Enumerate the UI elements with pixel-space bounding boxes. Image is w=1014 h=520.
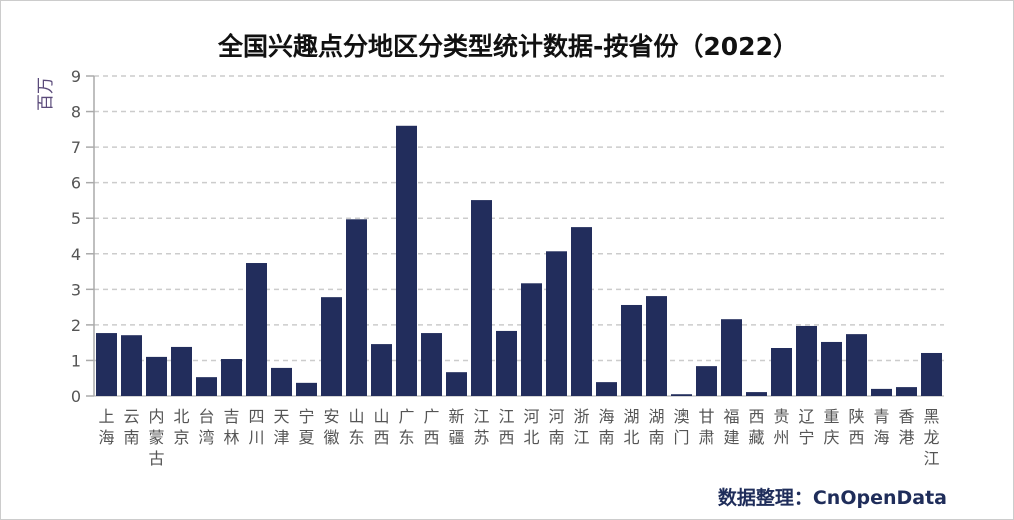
bar-台湾	[196, 377, 217, 396]
x-tick-label: 广东	[398, 407, 414, 447]
x-tick-label: 内蒙古	[148, 407, 164, 468]
x-tick-label: 浙江	[573, 407, 589, 447]
x-tick-label: 湖南	[648, 407, 664, 447]
y-tick-label: 8	[71, 103, 81, 122]
x-tick-label: 贵州	[773, 407, 789, 447]
x-tick-label: 云南	[123, 407, 139, 447]
bar-黑龙江	[921, 352, 942, 396]
y-tick-label: 9	[71, 67, 81, 86]
bar-湖南	[646, 296, 667, 396]
x-tick-label: 四川	[248, 407, 264, 447]
bar-辽宁	[796, 325, 817, 396]
x-tick-label: 重庆	[823, 407, 839, 447]
x-tick-label: 黑龙江	[923, 407, 939, 468]
x-tick-label: 香港	[898, 407, 914, 447]
bar-云南	[121, 335, 142, 396]
x-tick-label: 甘肃	[698, 407, 714, 447]
bar-甘肃	[696, 366, 717, 396]
x-tick-label: 辽宁	[798, 407, 814, 447]
bar-河北	[521, 283, 542, 396]
bar-宁夏	[296, 382, 317, 396]
y-tick-label: 4	[71, 245, 81, 264]
bar-四川	[246, 263, 267, 396]
x-tick-label: 陕西	[848, 407, 864, 447]
bar-广东	[396, 125, 417, 397]
x-tick-label: 河北	[523, 407, 539, 447]
bar-吉林	[221, 359, 242, 396]
x-tick-label: 上海	[98, 407, 114, 447]
y-tick-label: 3	[71, 280, 81, 299]
y-tick-label: 0	[71, 387, 81, 406]
x-tick-label: 山西	[373, 407, 389, 447]
x-tick-label: 北京	[173, 407, 189, 447]
x-tick-label: 西藏	[748, 407, 764, 447]
bar-海南	[596, 382, 617, 396]
bar-青海	[871, 388, 892, 396]
x-tick-label: 澳门	[673, 407, 689, 447]
bar-广西	[421, 333, 442, 396]
x-tick-label: 青海	[873, 407, 889, 447]
x-tick-label: 新疆	[448, 407, 464, 447]
x-tick-label: 河南	[548, 407, 564, 447]
y-tick-label: 5	[71, 209, 81, 228]
x-tick-label: 江苏	[473, 407, 489, 447]
bar-江西	[496, 330, 517, 396]
x-tick-label: 广西	[423, 407, 439, 447]
bar-湖北	[621, 304, 642, 396]
bar-安徽	[321, 297, 342, 396]
y-tick-label: 6	[71, 174, 81, 193]
bar-北京	[171, 346, 192, 396]
x-tick-label: 台湾	[198, 407, 214, 447]
bar-山西	[371, 344, 392, 396]
y-tick-label: 2	[71, 316, 81, 335]
y-tick-label: 7	[71, 138, 81, 157]
y-tick-label: 1	[71, 351, 81, 370]
x-tick-label: 海南	[598, 407, 614, 447]
bar-福建	[721, 319, 742, 396]
bar-香港	[896, 387, 917, 396]
x-tick-label: 福建	[723, 407, 739, 447]
bar-澳门	[671, 394, 692, 396]
x-tick-label: 吉林	[223, 407, 239, 447]
bar-贵州	[771, 348, 792, 396]
x-tick-label: 山东	[348, 407, 364, 447]
x-tick-label: 湖北	[623, 407, 639, 447]
bar-山东	[346, 219, 367, 396]
bar-重庆	[821, 341, 842, 396]
bar-陕西	[846, 334, 867, 396]
bar-河南	[546, 251, 567, 396]
bar-新疆	[446, 372, 467, 396]
source-note: 数据整理：CnOpenData	[717, 487, 947, 509]
x-tick-label: 安徽	[323, 407, 339, 447]
bar-天津	[271, 367, 292, 396]
x-tick-label: 天津	[273, 407, 289, 447]
bar-上海	[96, 333, 117, 396]
bar-西藏	[746, 392, 767, 396]
chart-title: 全国兴趣点分地区分类型统计数据-按省份（2022）	[218, 32, 798, 61]
bar-浙江	[571, 227, 592, 396]
x-tick-label: 江西	[498, 407, 514, 447]
bar-内蒙古	[146, 356, 167, 396]
x-tick-label: 宁夏	[298, 407, 314, 447]
bar-江苏	[471, 200, 492, 396]
